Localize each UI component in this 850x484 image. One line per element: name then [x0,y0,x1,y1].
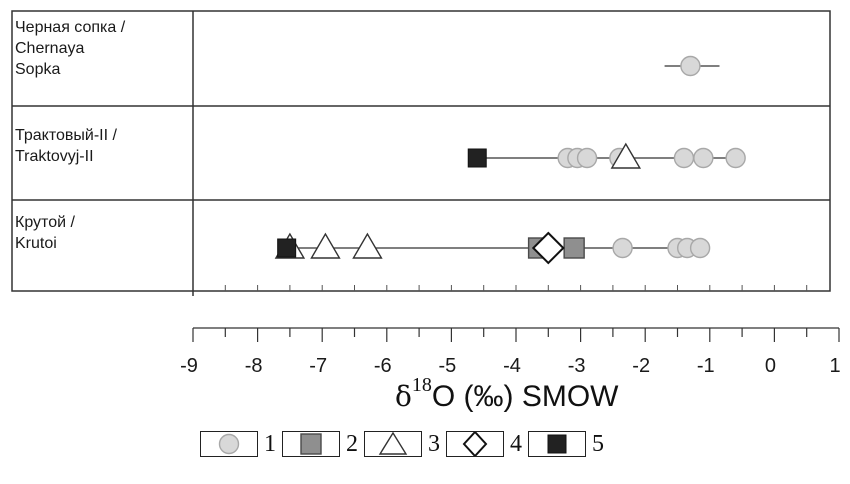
point-type-1 [680,55,701,77]
x-tick-label: -6 [374,355,392,377]
x-tick-label: -3 [568,355,586,377]
legend-marker-icon [378,432,408,455]
point-type-5 [467,148,487,168]
point-type-1 [693,147,714,169]
legend-marker-icon [547,434,567,454]
x-tick-label: -9 [180,355,198,377]
legend-entry: 2 [282,431,358,458]
legend-entry: 3 [364,431,440,458]
legend-entry: 1 [200,431,276,458]
frame-border [11,10,831,292]
point-type-1 [218,433,240,455]
x-tick-label: -4 [503,355,521,377]
legend-marker-icon [300,433,322,455]
legend-swatch [364,431,422,457]
legend-swatch [528,431,586,457]
point-type-1 [673,147,695,169]
legend-marker-icon [218,433,240,455]
point-type-2 [300,433,322,455]
x-axis-title: δ18O (‰) SMOW [395,374,619,414]
point-type-4 [462,432,488,456]
point-type-3 [352,232,383,259]
legend-marker-icon [462,432,488,456]
point-type-2 [563,237,585,259]
x-axis: -9 -8 -7 -6 -5 -4 -3 -2 -1 0 1 [180,327,841,377]
legend: 1 2 3 4 5 [200,424,610,464]
point-type-3 [610,142,642,169]
point-type-1 [612,237,633,259]
point-type-4 [531,231,565,265]
legend-label: 2 [346,430,358,457]
x-tick-label: 1 [829,355,840,377]
data-points [274,55,746,265]
x-tick-label: -5 [439,355,457,377]
x-tick-label: -1 [697,355,715,377]
legend-label: 1 [264,430,276,457]
legend-label: 5 [592,430,604,457]
point-type-5 [547,434,567,454]
axis-title-superscript: 18 [411,374,432,396]
axis-title-text: O (‰) SMOW [431,380,619,413]
point-type-1 [576,147,598,169]
x-tick-label: -7 [309,355,327,377]
point-type-3 [310,232,341,259]
legend-entry: 5 [528,431,604,458]
x-tick-label: 0 [765,355,776,377]
row-label: Крутой / Krutoi [15,214,75,252]
axis-title-delta: δ [395,380,412,413]
legend-swatch [446,431,504,457]
row-label: Черная сопка / Chernaya Sopka [15,19,126,78]
point-type-3 [378,432,408,455]
table-frame [11,10,831,296]
legend-label: 4 [510,430,522,457]
legend-swatch [282,431,340,457]
legend-label: 3 [428,430,440,457]
point-type-1 [725,147,746,169]
row-label: Трактовый-II / Traktovyj-II [15,127,117,165]
legend-entry: 4 [446,431,522,458]
x-tick-label: -8 [245,355,263,377]
range-lines [286,65,739,249]
point-type-5 [277,238,297,258]
point-type-1 [689,237,711,259]
legend-swatch [200,431,258,457]
x-tick-label: -2 [632,355,650,377]
